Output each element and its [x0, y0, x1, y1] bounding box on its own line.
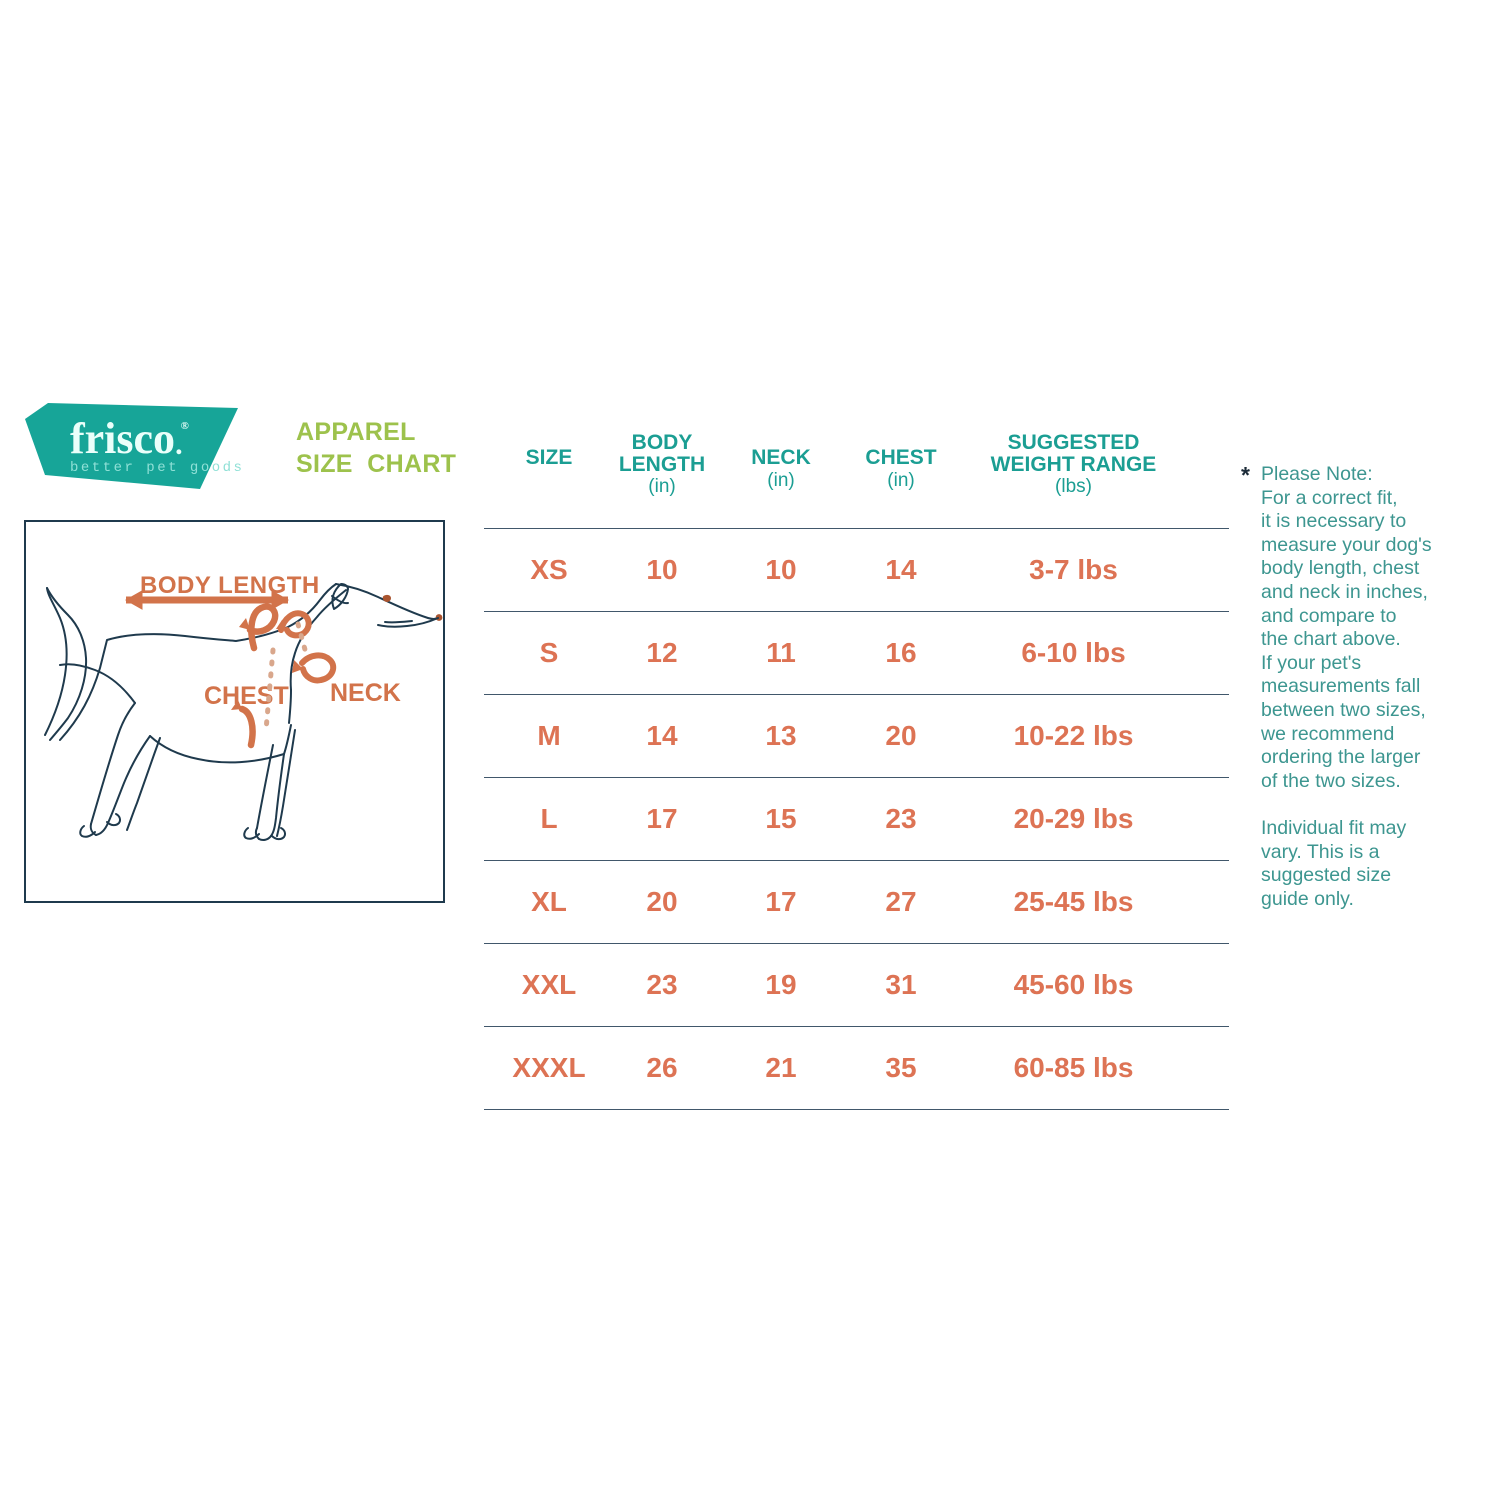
- svg-text:NECK: NECK: [330, 679, 401, 707]
- svg-text:BODY LENGTH: BODY LENGTH: [140, 572, 320, 599]
- svg-text:CHEST: CHEST: [204, 682, 289, 710]
